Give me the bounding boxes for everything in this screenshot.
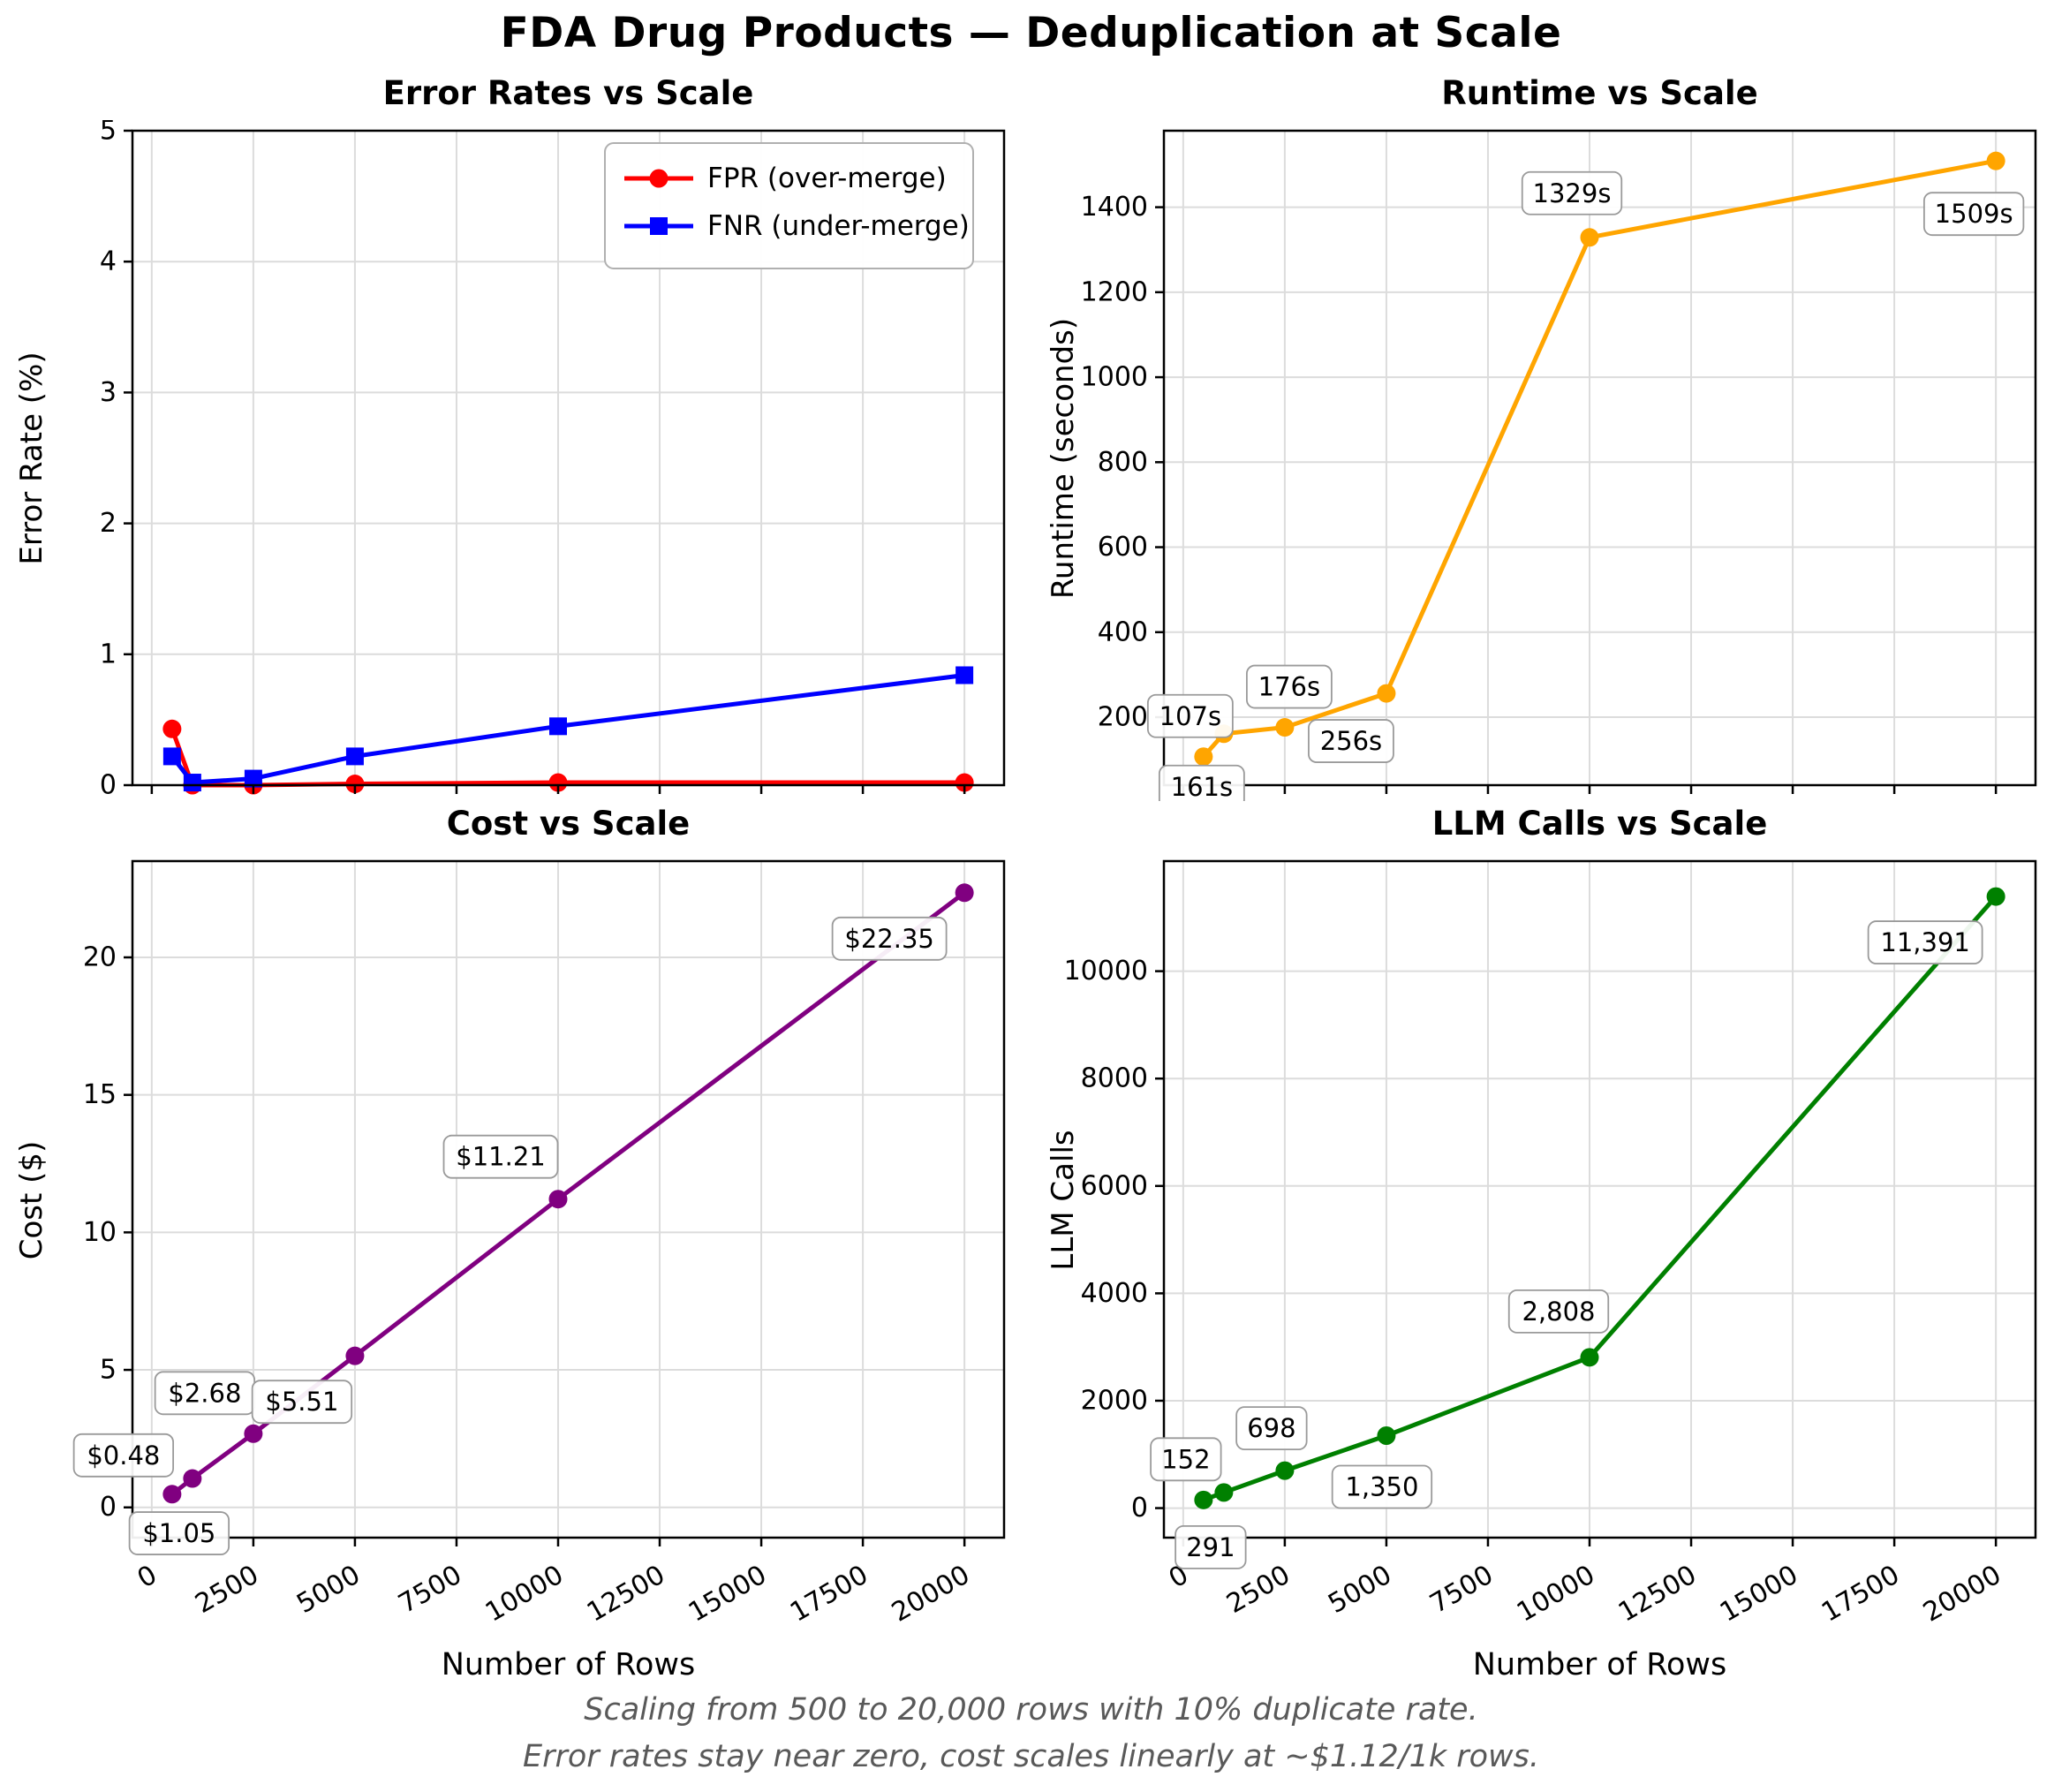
- svg-text:FNR (under-merge): FNR (under-merge): [707, 210, 970, 242]
- svg-text:0: 0: [100, 770, 117, 801]
- svg-text:12500: 12500: [1613, 1560, 1702, 1629]
- svg-text:200: 200: [1098, 702, 1148, 733]
- svg-text:2500: 2500: [190, 1560, 264, 1620]
- svg-text:291: 291: [1186, 1532, 1235, 1562]
- svg-text:1200: 1200: [1081, 276, 1148, 307]
- svg-text:17500: 17500: [1817, 1560, 1905, 1629]
- svg-text:10000: 10000: [480, 1560, 569, 1629]
- subplot-title-error-rates: Error Rates vs Scale: [382, 74, 754, 112]
- figure-caption: Scaling from 500 to 20,000 rows with 10%…: [0, 1687, 2062, 1780]
- svg-text:11,391: 11,391: [1880, 927, 1969, 957]
- svg-text:0: 0: [100, 1492, 117, 1523]
- svg-text:1: 1: [100, 639, 117, 669]
- svg-text:7500: 7500: [1424, 1560, 1499, 1620]
- svg-text:161s: 161s: [1171, 772, 1233, 801]
- svg-text:5000: 5000: [291, 1560, 366, 1620]
- svg-text:2000: 2000: [1081, 1385, 1148, 1416]
- svg-text:0: 0: [132, 1560, 162, 1595]
- svg-text:4000: 4000: [1081, 1278, 1148, 1309]
- svg-text:FPR (over-merge): FPR (over-merge): [707, 163, 947, 194]
- svg-text:6000: 6000: [1081, 1170, 1148, 1201]
- cost-plot-canvas: 0 5 10 15 20 0 2500 5000 7500 10000 12500 15000 1750…: [72, 859, 1006, 1629]
- svg-text:10000: 10000: [1064, 956, 1148, 987]
- svg-text:4: 4: [100, 246, 117, 277]
- svg-text:5: 5: [100, 1355, 117, 1386]
- error-rates-plot-canvas: 0 1 2 3 4 5 FPR (over-merge) FNR (under-merge): [100, 120, 1006, 801]
- svg-text:20: 20: [83, 941, 117, 972]
- svg-text:3: 3: [100, 377, 117, 408]
- svg-text:1329s: 1329s: [1533, 178, 1612, 208]
- svg-text:$2.68: $2.68: [168, 1378, 241, 1408]
- subplot-llm-calls: LLM Calls vs Scale LLM Calls 0 2000 4000 60…: [1031, 801, 2062, 1684]
- x-axis-label-llm-calls: Number of Rows: [1472, 1647, 1727, 1682]
- svg-text:15: 15: [83, 1079, 117, 1110]
- subplot-title-cost: Cost vs Scale: [446, 805, 691, 843]
- svg-text:176s: 176s: [1258, 672, 1320, 702]
- svg-text:12500: 12500: [582, 1560, 670, 1629]
- svg-text:10: 10: [83, 1217, 117, 1248]
- svg-text:$22.35: $22.35: [844, 924, 933, 954]
- figure-title: FDA Drug Products — Deduplication at Sca…: [500, 9, 1562, 57]
- svg-text:1400: 1400: [1081, 192, 1148, 223]
- svg-text:15000: 15000: [1715, 1560, 1803, 1629]
- svg-text:698: 698: [1247, 1413, 1295, 1443]
- svg-text:$0.48: $0.48: [87, 1440, 160, 1471]
- caption-line-2: Error rates stay near zero, cost scales …: [522, 1738, 1540, 1774]
- svg-text:$1.05: $1.05: [142, 1518, 215, 1548]
- x-axis-label-cost: Number of Rows: [441, 1647, 696, 1682]
- svg-text:2,808: 2,808: [1522, 1297, 1595, 1327]
- svg-text:5000: 5000: [1323, 1560, 1397, 1620]
- svg-text:0: 0: [1131, 1493, 1148, 1524]
- svg-text:800: 800: [1098, 447, 1148, 478]
- svg-text:5: 5: [100, 120, 117, 147]
- svg-text:1509s: 1509s: [1935, 199, 2013, 229]
- subplot-cost: Cost vs Scale Cost ($) 0 5 10 15 20 0 2500 5000…: [0, 801, 1031, 1684]
- svg-text:20000: 20000: [887, 1560, 975, 1629]
- svg-text:107s: 107s: [1159, 701, 1221, 731]
- svg-text:$5.51: $5.51: [265, 1387, 338, 1417]
- svg-text:256s: 256s: [1320, 726, 1382, 756]
- subplot-title-runtime: Runtime vs Scale: [1441, 74, 1758, 112]
- svg-text:7500: 7500: [393, 1560, 467, 1620]
- svg-text:8000: 8000: [1081, 1063, 1148, 1094]
- svg-text:$11.21: $11.21: [456, 1142, 545, 1172]
- subplot-runtime: Runtime vs Scale Runtime (seconds) 200 40…: [1031, 71, 2062, 801]
- svg-text:152: 152: [1161, 1444, 1210, 1474]
- svg-text:10000: 10000: [1512, 1560, 1600, 1629]
- svg-text:2: 2: [100, 508, 117, 539]
- subplot-title-llm-calls: LLM Calls vs Scale: [1431, 805, 1768, 843]
- svg-text:600: 600: [1098, 532, 1148, 563]
- svg-text:1000: 1000: [1081, 362, 1148, 393]
- svg-text:1,350: 1,350: [1345, 1471, 1418, 1501]
- caption-line-1: Scaling from 500 to 20,000 rows with 10%…: [584, 1692, 1478, 1728]
- svg-text:400: 400: [1098, 616, 1148, 647]
- svg-text:17500: 17500: [785, 1560, 873, 1629]
- svg-text:15000: 15000: [684, 1560, 772, 1629]
- svg-text:20000: 20000: [1918, 1560, 2006, 1629]
- runtime-plot-canvas: 200 400 600 800 1000 1200 1400 107s 161s 176s256s…: [1081, 129, 2037, 801]
